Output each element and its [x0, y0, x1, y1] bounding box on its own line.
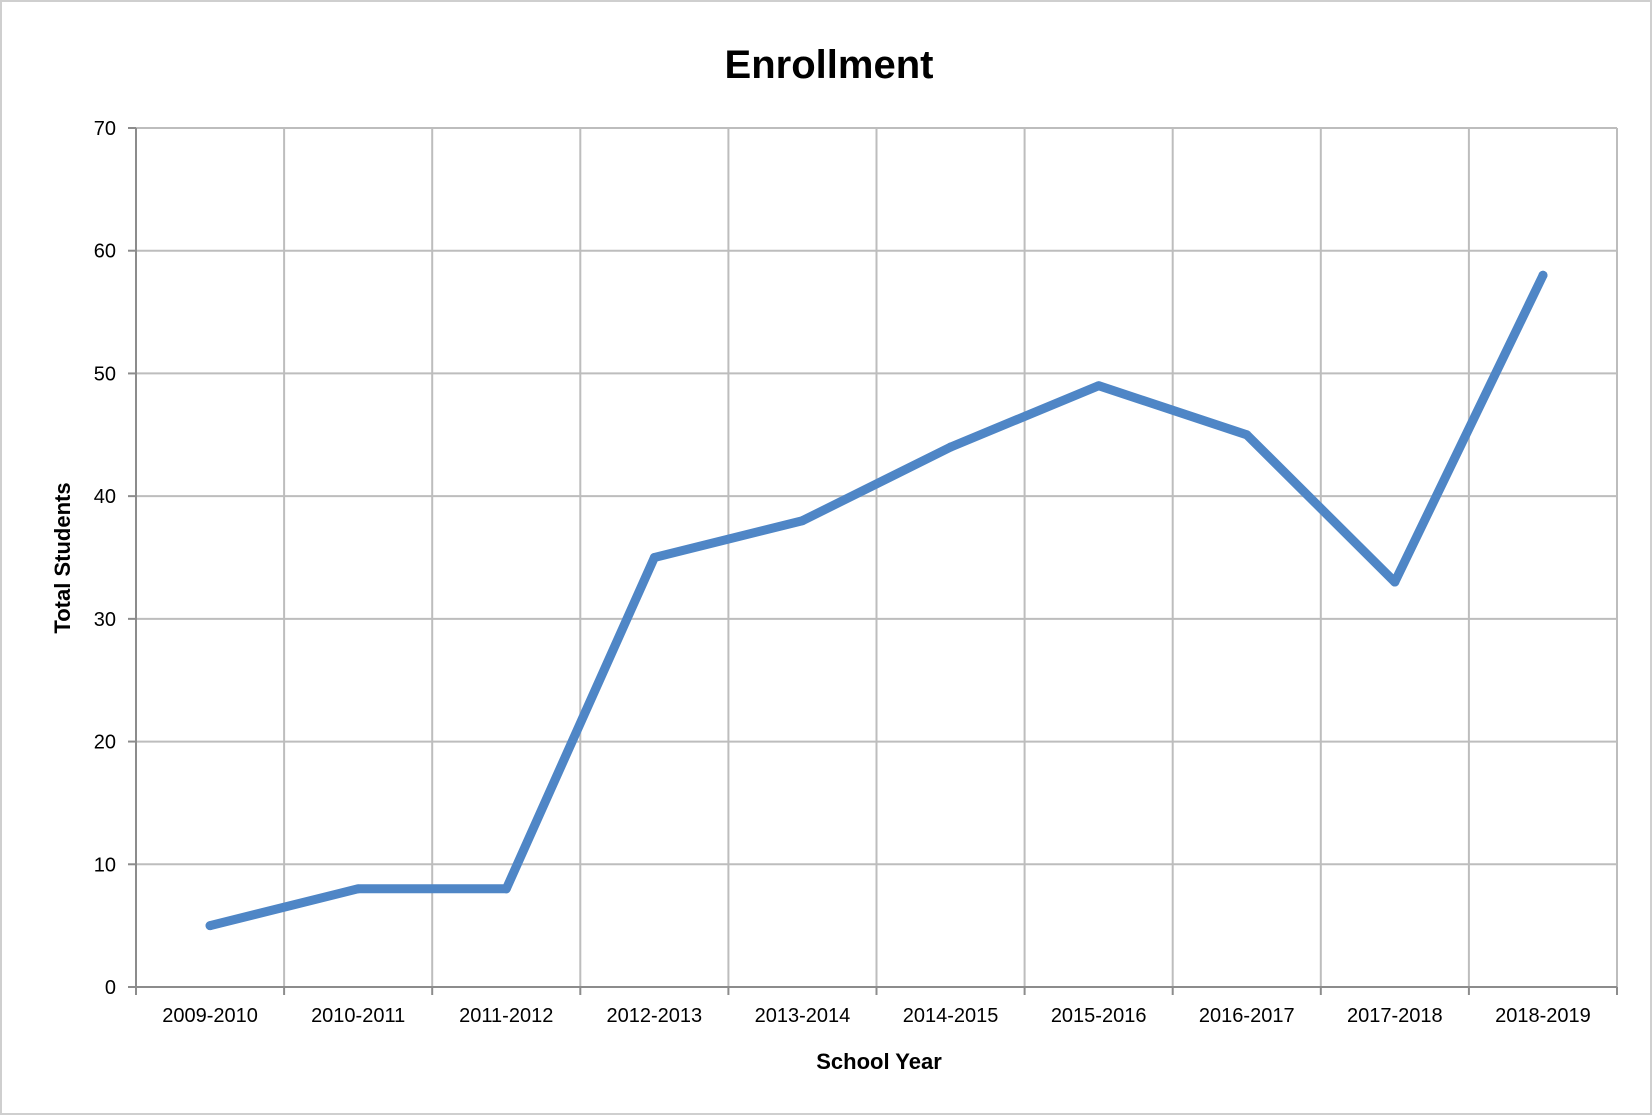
data-point [501, 884, 511, 894]
chart-title: Enrollment [725, 43, 934, 87]
x-tick-label: 2017-2018 [1347, 1005, 1443, 1027]
x-tick-label: 2010-2011 [311, 1005, 405, 1027]
y-tick-label: 40 [94, 486, 116, 508]
y-tick-label: 10 [94, 854, 116, 876]
x-axis-label: School Year [816, 1049, 942, 1074]
y-tick-labels: 0 10 20 30 40 50 60 70 [94, 118, 116, 999]
y-tick-label: 30 [94, 609, 116, 631]
data-point [1242, 430, 1252, 440]
x-tick-label: 2009-2010 [162, 1005, 258, 1027]
x-tick-label: 2013-2014 [755, 1005, 851, 1027]
data-point [205, 921, 215, 931]
data-point [1538, 270, 1548, 280]
y-axis-label: Total Students [50, 482, 75, 633]
series-line [205, 270, 1548, 931]
axes [128, 127, 1618, 995]
y-tick-label: 20 [94, 732, 116, 754]
data-point [353, 884, 363, 894]
x-tick-label: 2015-2016 [1051, 1005, 1147, 1027]
y-tick-label: 60 [94, 241, 116, 263]
series-layer [205, 270, 1548, 931]
x-tick-labels: 2009-2010 2010-2011 2011-2012 2012-2013 2013… [162, 1005, 1591, 1027]
data-point [946, 442, 956, 452]
y-tick-label: 50 [94, 363, 116, 385]
x-tick-label: 2011-2012 [459, 1005, 553, 1027]
data-point [649, 553, 659, 562]
x-tick-label: 2016-2017 [1199, 1005, 1295, 1027]
y-tick-label: 0 [105, 977, 116, 999]
data-point [1094, 381, 1104, 391]
x-tick-label: 2014-2015 [903, 1005, 999, 1027]
data-point [1390, 577, 1400, 587]
grid-lines [136, 127, 1618, 987]
y-tick-label: 70 [94, 118, 116, 140]
data-point [797, 516, 807, 526]
x-tick-label: 2018-2019 [1495, 1005, 1591, 1027]
x-tick-label: 2012-2013 [607, 1005, 703, 1027]
